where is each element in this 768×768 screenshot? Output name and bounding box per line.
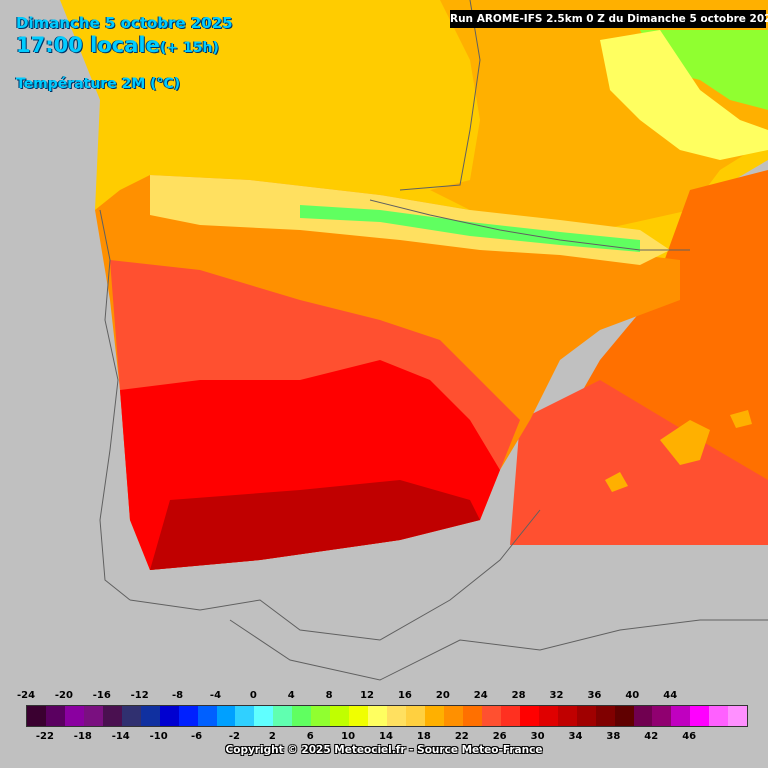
legend-swatch [27,706,46,726]
legend-tick-label: 10 [341,731,356,742]
legend-swatch [595,706,615,726]
legend-tick-label: 26 [492,731,507,742]
legend-swatch [330,706,350,726]
legend-swatch [406,706,426,726]
legend-tick-label: -14 [111,731,130,742]
legend-swatch [121,706,141,726]
legend-tick-label: -12 [130,690,149,701]
legend-tick-label: -6 [190,731,203,742]
legend-swatch [140,706,160,726]
legend-tick-label: 14 [379,731,393,742]
legend-swatch [614,706,634,726]
legend-tick-label: -18 [73,731,92,742]
legend-swatch [500,706,520,726]
north-africa-border [229,619,768,681]
legend-color-bar [26,705,748,727]
legend-tick-label: 2 [268,731,276,742]
legend-swatch [690,706,710,726]
legend-swatch [425,706,444,726]
legend-swatch [462,706,482,726]
legend-tick-label: 6 [306,731,314,742]
legend-tick-label: -10 [149,731,168,742]
mallorca [660,420,710,465]
menorca [730,410,752,428]
legend-swatch [557,706,577,726]
ibiza [605,472,628,492]
iberia-south-darkest [150,480,480,570]
legend-swatch [235,706,255,726]
legend-swatch [45,706,65,726]
legend-swatch [519,706,539,726]
legend-swatch [709,706,729,726]
legend-swatch [671,706,691,726]
legend-swatch [481,706,501,726]
parameter-label: Température 2M (°C) [16,76,181,92]
legend-tick-label: -2 [228,731,240,742]
legend-tick-label: 34 [568,731,583,742]
legend-swatch [216,706,236,726]
legend-swatch [387,706,407,726]
spain-france-border [369,199,690,251]
legend-tick-label: 32 [549,690,564,701]
forecast-date: Dimanche 5 octobre 2025 [16,14,233,32]
legend-swatch [633,706,653,726]
legend-tick-label: 40 [625,690,640,701]
legend-swatch [178,706,198,726]
pyrenees-green [300,205,640,252]
legend-swatch [197,706,217,726]
legend-swatch [368,706,388,726]
legend-tick-label: 8 [325,690,333,701]
legend-swatch [652,706,672,726]
legend-swatch [83,706,103,726]
legend-swatch [311,706,331,726]
legend-swatch [64,706,84,726]
coastline-south [129,509,541,641]
legend-tick-label: 42 [644,731,659,742]
legend-tick-label: -22 [35,731,54,742]
legend-tick-label: 22 [454,731,469,742]
legend-tick-label: 30 [530,731,545,742]
legend-tick-label: 16 [397,690,412,701]
legend-swatch [292,706,312,726]
legend-tick-label: 18 [416,731,431,742]
med-sea-south [510,380,768,545]
run-banner: Run AROME-IFS 2.5km 0 Z du Dimanche 5 oc… [450,10,768,28]
legend-tick-label: 28 [511,690,526,701]
legend-swatch [728,706,748,726]
color-legend: -24 -20 -16 -12 -8 -4 0 4 8 12 16 20 24 28 32 36 40 44 -2… [0,686,768,768]
legend-tick-label: -16 [92,690,111,701]
forecast-time: 17:00 locale [16,33,160,57]
forecast-lead: (+ 15h) [160,40,219,56]
legend-tick-label: 46 [682,731,697,742]
legend-swatch [273,706,293,726]
legend-tick-label: 20 [435,690,450,701]
legend-tick-label: -8 [172,690,184,701]
legend-tick-label: 4 [287,690,295,701]
legend-tick-label: -4 [209,690,222,701]
legend-tick-label: 24 [473,690,488,701]
legend-swatch [349,706,369,726]
alps-yellow [600,30,768,160]
legend-tick-label: -24 [16,690,36,701]
france-coast-west [399,0,481,191]
legend-swatch [576,706,596,726]
copyright-notice: Copyright © 2025 Meteociel.fr - Source M… [225,744,543,756]
legend-swatch [443,706,463,726]
legend-tick-label: 44 [663,690,678,701]
legend-swatch [102,706,122,726]
coastline-west [99,209,131,601]
legend-tick-label: 36 [587,690,602,701]
legend-swatch [254,706,274,726]
legend-tick-label: 0 [249,690,257,701]
legend-swatch [538,706,558,726]
legend-swatch [159,706,179,726]
legend-tick-label: -20 [54,690,73,701]
legend-tick-label: 12 [360,690,375,701]
legend-tick-label: 38 [606,731,621,742]
